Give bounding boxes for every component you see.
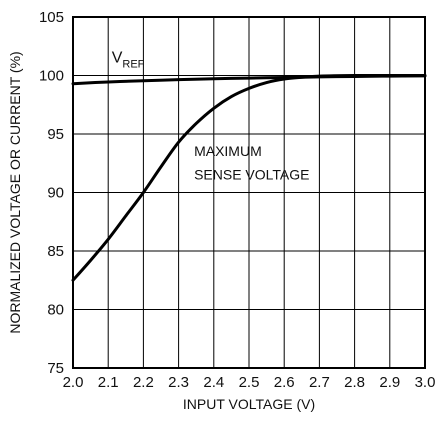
y-tick-label: 80 (47, 302, 64, 319)
max-sense-voltage-label-line1: MAXIMUM (194, 143, 262, 159)
x-axis-title: INPUT VOLTAGE (V) (183, 396, 315, 412)
y-tick-label: 75 (47, 360, 64, 377)
vref-label-sub: REF (122, 59, 144, 71)
x-tick-labels: 2.0 2.1 2.2 2.3 2.4 2.5 2.6 2.7 2.8 2.9 3.0 (63, 374, 436, 391)
x-tick-label: 2.6 (274, 374, 295, 391)
y-tick-label: 95 (47, 126, 64, 143)
max-sense-voltage-curve (71, 73, 427, 282)
x-tick-label: 2.7 (309, 374, 330, 391)
plot-frame (72, 16, 426, 369)
x-tick-label: 2.4 (203, 374, 224, 391)
y-tick-label: 100 (39, 68, 64, 85)
x-tick-label: 2.1 (98, 374, 119, 391)
vref-label: VREF (112, 50, 145, 71)
max-sense-voltage-label-line2: SENSE VOLTAGE (194, 167, 309, 183)
vref-label-main: V (112, 50, 123, 67)
x-tick-label: 2.8 (344, 374, 365, 391)
y-tick-label: 85 (47, 243, 64, 260)
x-tick-label: 3.0 (415, 374, 436, 391)
y-axis-title: NORMALIZED VOLTAGE OR CURRENT (%) (7, 51, 23, 333)
x-tick-label: 2.2 (133, 374, 154, 391)
curves (71, 73, 427, 282)
y-tick-labels: 75 80 85 90 95 100 105 (39, 9, 64, 377)
x-tick-label: 2.9 (379, 374, 400, 391)
x-tick-label: 2.0 (63, 374, 84, 391)
x-tick-label: 2.3 (168, 374, 189, 391)
y-tick-label: 90 (47, 185, 64, 202)
x-tick-label: 2.5 (239, 374, 260, 391)
y-tick-label: 105 (39, 9, 64, 26)
